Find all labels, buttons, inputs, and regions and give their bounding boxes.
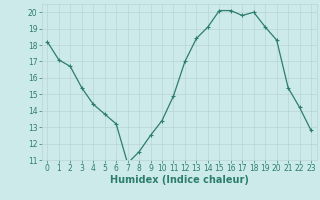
- X-axis label: Humidex (Indice chaleur): Humidex (Indice chaleur): [110, 175, 249, 185]
